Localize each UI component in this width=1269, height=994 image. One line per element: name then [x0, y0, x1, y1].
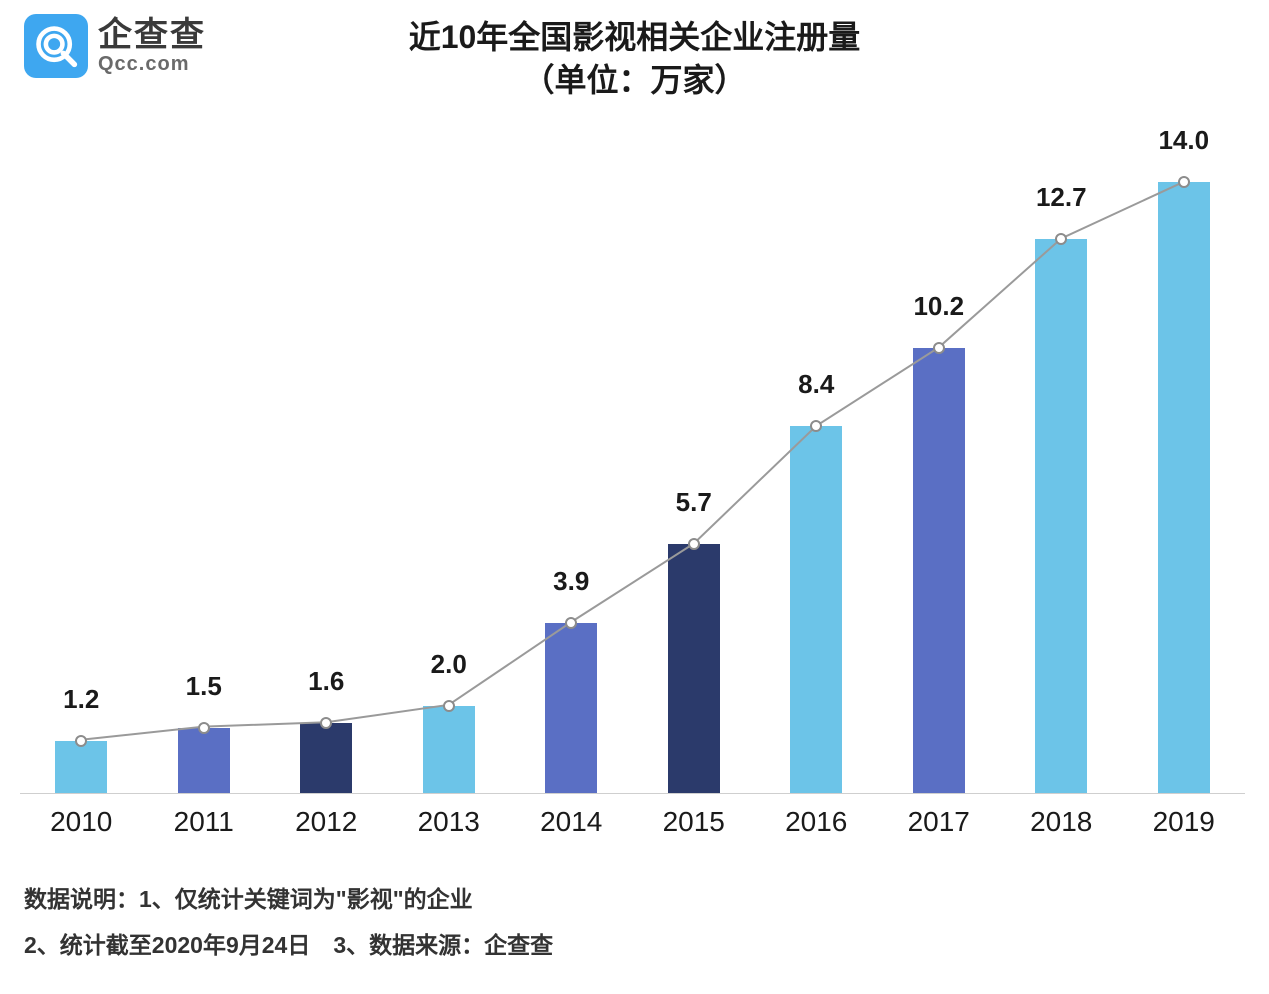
line-marker — [565, 617, 577, 629]
bar: 10.2 — [913, 348, 965, 793]
line-marker — [688, 538, 700, 550]
bar-value-label: 12.7 — [1036, 182, 1087, 213]
footer-notes: 数据说明：1、仅统计关键词为"影视"的企业 2、统计截至2020年9月24日 3… — [24, 876, 553, 968]
bars-container: 1.2 1.5 1.6 2.0 3.9 5.7 8.4 10.2 12.7 14.0 — [20, 160, 1245, 793]
x-axis-label: 2017 — [878, 806, 1001, 838]
bar-value-label: 2.0 — [431, 649, 467, 680]
bar-slot: 10.2 — [878, 160, 1001, 793]
chart-title-line2: （单位：万家） — [0, 59, 1269, 102]
x-axis-label: 2013 — [388, 806, 511, 838]
bar-value-label: 1.5 — [186, 671, 222, 702]
footer-line1: 数据说明：1、仅统计关键词为"影视"的企业 — [24, 876, 553, 922]
bar: 1.2 — [55, 741, 107, 793]
plot-area: 1.2 1.5 1.6 2.0 3.9 5.7 8.4 10.2 12.7 14.0 — [20, 160, 1245, 794]
bar: 5.7 — [668, 544, 720, 793]
chart-area: 1.21.51.62.03.95.78.410.212.714.0 201020… — [20, 130, 1245, 854]
bar-slot: 12.7 — [1000, 160, 1123, 793]
x-axis-label: 2012 — [265, 806, 388, 838]
bar-slot: 8.4 — [755, 160, 878, 793]
chart-title-line1: 近10年全国影视相关企业注册量 — [0, 16, 1269, 59]
line-marker — [1178, 176, 1190, 188]
chart-title: 近10年全国影视相关企业注册量 （单位：万家） — [0, 16, 1269, 102]
line-marker — [320, 717, 332, 729]
bar-slot: 5.7 — [633, 160, 756, 793]
line-marker — [810, 420, 822, 432]
line-marker — [198, 722, 210, 734]
bar-value-label: 14.0 — [1158, 125, 1209, 156]
x-axis-label: 2014 — [510, 806, 633, 838]
bar-value-label: 10.2 — [913, 291, 964, 322]
line-marker — [933, 342, 945, 354]
bar: 14.0 — [1158, 182, 1210, 793]
line-marker — [1055, 233, 1067, 245]
bar-slot: 1.5 — [143, 160, 266, 793]
bar: 3.9 — [545, 623, 597, 793]
x-axis-label: 2019 — [1123, 806, 1246, 838]
line-marker — [443, 700, 455, 712]
bar-slot: 2.0 — [388, 160, 511, 793]
footer-line2: 2、统计截至2020年9月24日 3、数据来源：企查查 — [24, 922, 553, 968]
x-axis-labels: 2010201120122013201420152016201720182019 — [20, 806, 1245, 838]
bar-slot: 1.6 — [265, 160, 388, 793]
x-axis-label: 2010 — [20, 806, 143, 838]
bar-slot: 3.9 — [510, 160, 633, 793]
bar-value-label: 1.6 — [308, 666, 344, 697]
bar: 12.7 — [1035, 239, 1087, 793]
line-marker — [75, 735, 87, 747]
bar: 2.0 — [423, 706, 475, 793]
bar-value-label: 1.2 — [63, 684, 99, 715]
bar-value-label: 3.9 — [553, 566, 589, 597]
x-axis-label: 2015 — [633, 806, 756, 838]
x-axis-label: 2011 — [143, 806, 266, 838]
bar-value-label: 5.7 — [676, 487, 712, 518]
x-axis-label: 2018 — [1000, 806, 1123, 838]
bar-slot: 14.0 — [1123, 160, 1246, 793]
bar-value-label: 8.4 — [798, 369, 834, 400]
bar: 1.6 — [300, 723, 352, 793]
bar: 8.4 — [790, 426, 842, 793]
x-axis-label: 2016 — [755, 806, 878, 838]
bar-slot: 1.2 — [20, 160, 143, 793]
bar: 1.5 — [178, 728, 230, 793]
